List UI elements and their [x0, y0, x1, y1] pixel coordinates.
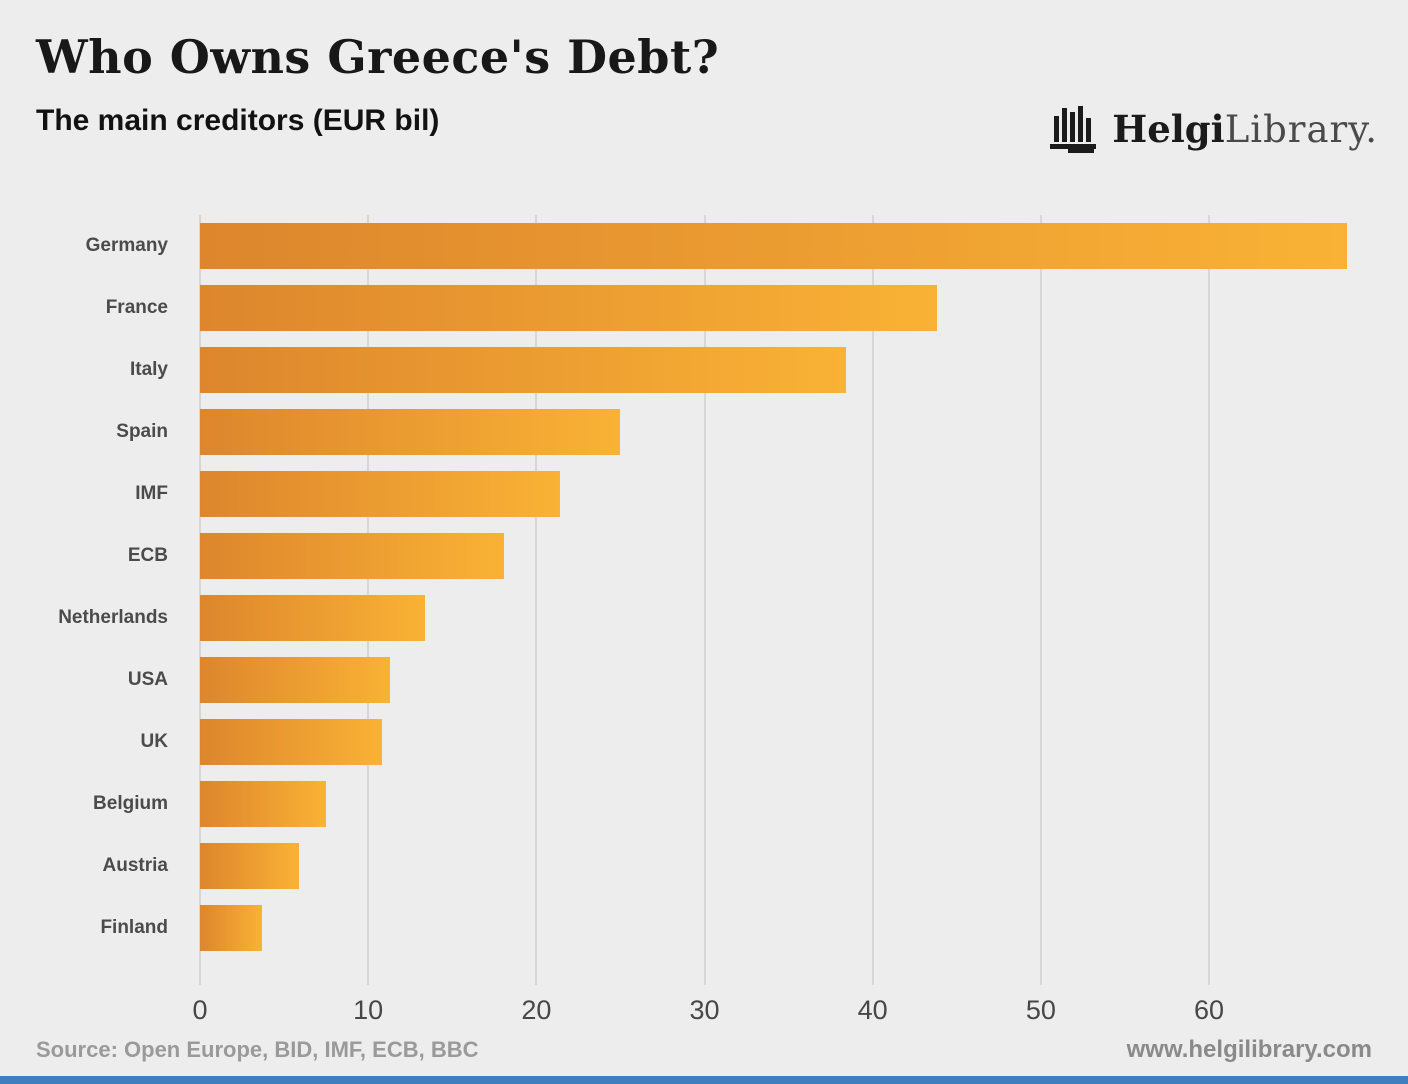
category-label-usa: USA: [127, 669, 168, 690]
category-label-france: France: [105, 297, 168, 318]
bottom-accent-strip: [0, 1076, 1408, 1084]
bar-track: [200, 223, 1352, 269]
bar-row: USA: [0, 649, 1408, 711]
x-tick-label-10: 10: [353, 995, 384, 1025]
bar-track: [200, 657, 1352, 703]
bar-ecb: [200, 533, 505, 579]
bar-row: Austria: [0, 835, 1408, 897]
bar-row: Finland: [0, 897, 1408, 959]
bar-track: [200, 347, 1352, 393]
x-tick-label-0: 0: [192, 995, 208, 1025]
source-note: Source: Open Europe, BID, IMF, ECB, BBC: [36, 1037, 479, 1062]
chart-footer: Source: Open Europe, BID, IMF, ECB, BBC …: [36, 1036, 1372, 1064]
bar-spain: [200, 409, 621, 455]
category-label-belgium: Belgium: [93, 793, 168, 814]
x-tick-label-50: 50: [1025, 995, 1056, 1025]
logo-brand-bold: Helgi: [1112, 107, 1225, 151]
x-tick-label-30: 30: [689, 995, 720, 1025]
category-label-ecb: ECB: [127, 545, 168, 566]
bar-germany: [200, 223, 1347, 269]
bar-track: [200, 595, 1352, 641]
bar-track: [200, 719, 1352, 765]
category-label-imf: IMF: [135, 483, 168, 504]
bar-france: [200, 285, 937, 331]
bar-track: [200, 533, 1352, 579]
bar-row: UK: [0, 711, 1408, 773]
bar-track: [200, 471, 1352, 517]
bar-row: Belgium: [0, 773, 1408, 835]
bar-imf: [200, 471, 560, 517]
chart-subtitle: The main creditors (EUR bil): [36, 104, 440, 137]
category-label-uk: UK: [140, 731, 168, 752]
bar-row: IMF: [0, 463, 1408, 525]
bar-row: Germany: [0, 215, 1408, 277]
category-label-germany: Germany: [85, 235, 168, 256]
website-link[interactable]: www.helgilibrary.com: [1126, 1036, 1372, 1063]
bar-track: [200, 905, 1352, 951]
bar-uk: [200, 719, 382, 765]
logo-brand-light: Library.: [1224, 108, 1378, 151]
bar-usa: [200, 657, 391, 703]
helgilibrary-logo-text: HelgiLibrary.: [1112, 107, 1378, 151]
bar-row: Italy: [0, 339, 1408, 401]
category-label-finland: Finland: [100, 917, 168, 938]
bar-row: ECB: [0, 525, 1408, 587]
gridline-50: [1039, 215, 1042, 985]
category-label-spain: Spain: [116, 421, 168, 442]
bar-netherlands: [200, 595, 426, 641]
bar-rows: Germany France Italy Spain IMF ECB Netherlands…: [0, 215, 1408, 959]
bar-austria: [200, 843, 300, 889]
x-tick-label-60: 60: [1194, 995, 1225, 1025]
helgilibrary-logo-icon: [1050, 106, 1097, 153]
category-label-italy: Italy: [129, 359, 168, 380]
gridline-60: [1208, 215, 1211, 985]
x-tick-label-40: 40: [857, 995, 888, 1025]
gridline-20: [535, 215, 538, 985]
bar-belgium: [200, 781, 327, 827]
bar-row: Spain: [0, 401, 1408, 463]
gridline-40: [871, 215, 874, 985]
category-label-austria: Austria: [102, 855, 168, 876]
bar-track: [200, 285, 1352, 331]
bar-finland: [200, 905, 263, 951]
plot-area: Germany France Italy Spain IMF ECB Netherlands…: [0, 215, 1408, 985]
x-axis: 0 10 20 30 40 50 60: [192, 995, 1352, 1035]
bar-track: [200, 843, 1352, 889]
x-tick-label-20: 20: [521, 995, 552, 1025]
bar-track: [200, 781, 1352, 827]
bar-italy: [200, 347, 846, 393]
bar-track: [200, 409, 1352, 455]
bar-row: Netherlands: [0, 587, 1408, 649]
helgilibrary-logo: HelgiLibrary.: [1048, 102, 1378, 156]
gridline-30: [703, 215, 706, 985]
chart-header: Who Owns Greece's Debt? The main credito…: [36, 30, 1377, 153]
chart-title: Who Owns Greece's Debt?: [36, 30, 720, 84]
bar-chart: Germany France Italy Spain IMF ECB Netherlands…: [0, 215, 1408, 1035]
bar-row: France: [0, 277, 1408, 339]
category-label-netherlands: Netherlands: [58, 607, 168, 628]
